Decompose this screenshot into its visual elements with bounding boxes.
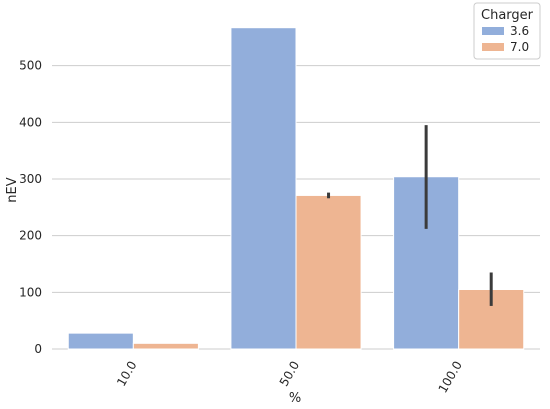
legend-label-7-0: 7.0 <box>510 40 529 54</box>
bar-7-0-10-0 <box>132 342 199 350</box>
y-tick-label: 0 <box>34 342 42 356</box>
error-bars <box>327 125 493 306</box>
x-tick-label: 10.0 <box>114 359 139 389</box>
y-axis-label: nEV <box>5 177 20 202</box>
x-tick-label: 100.0 <box>436 359 465 396</box>
bar-3-6-50-0 <box>230 27 297 350</box>
x-tick-labels: 10.0 50.0 100.0 <box>114 359 465 396</box>
y-tick-label: 300 <box>19 172 42 186</box>
bar-3-6-10-0 <box>67 332 134 350</box>
x-axis-label: % <box>289 391 301 406</box>
legend-title: Charger <box>481 8 534 23</box>
legend-label-3-6: 3.6 <box>510 24 529 38</box>
legend-swatch-7-0 <box>482 43 504 51</box>
y-tick-label: 100 <box>19 285 42 299</box>
y-tick-labels: 0 100 200 300 400 500 <box>19 59 42 356</box>
bar-7-0-50-0 <box>295 194 362 350</box>
x-tick-label: 50.0 <box>277 359 302 389</box>
y-tick-label: 200 <box>19 229 42 243</box>
bars <box>67 27 525 350</box>
legend: Charger 3.6 7.0 <box>473 2 541 60</box>
legend-swatch-3-6 <box>482 27 504 35</box>
y-tick-label: 500 <box>19 59 42 73</box>
y-tick-label: 400 <box>19 115 42 129</box>
